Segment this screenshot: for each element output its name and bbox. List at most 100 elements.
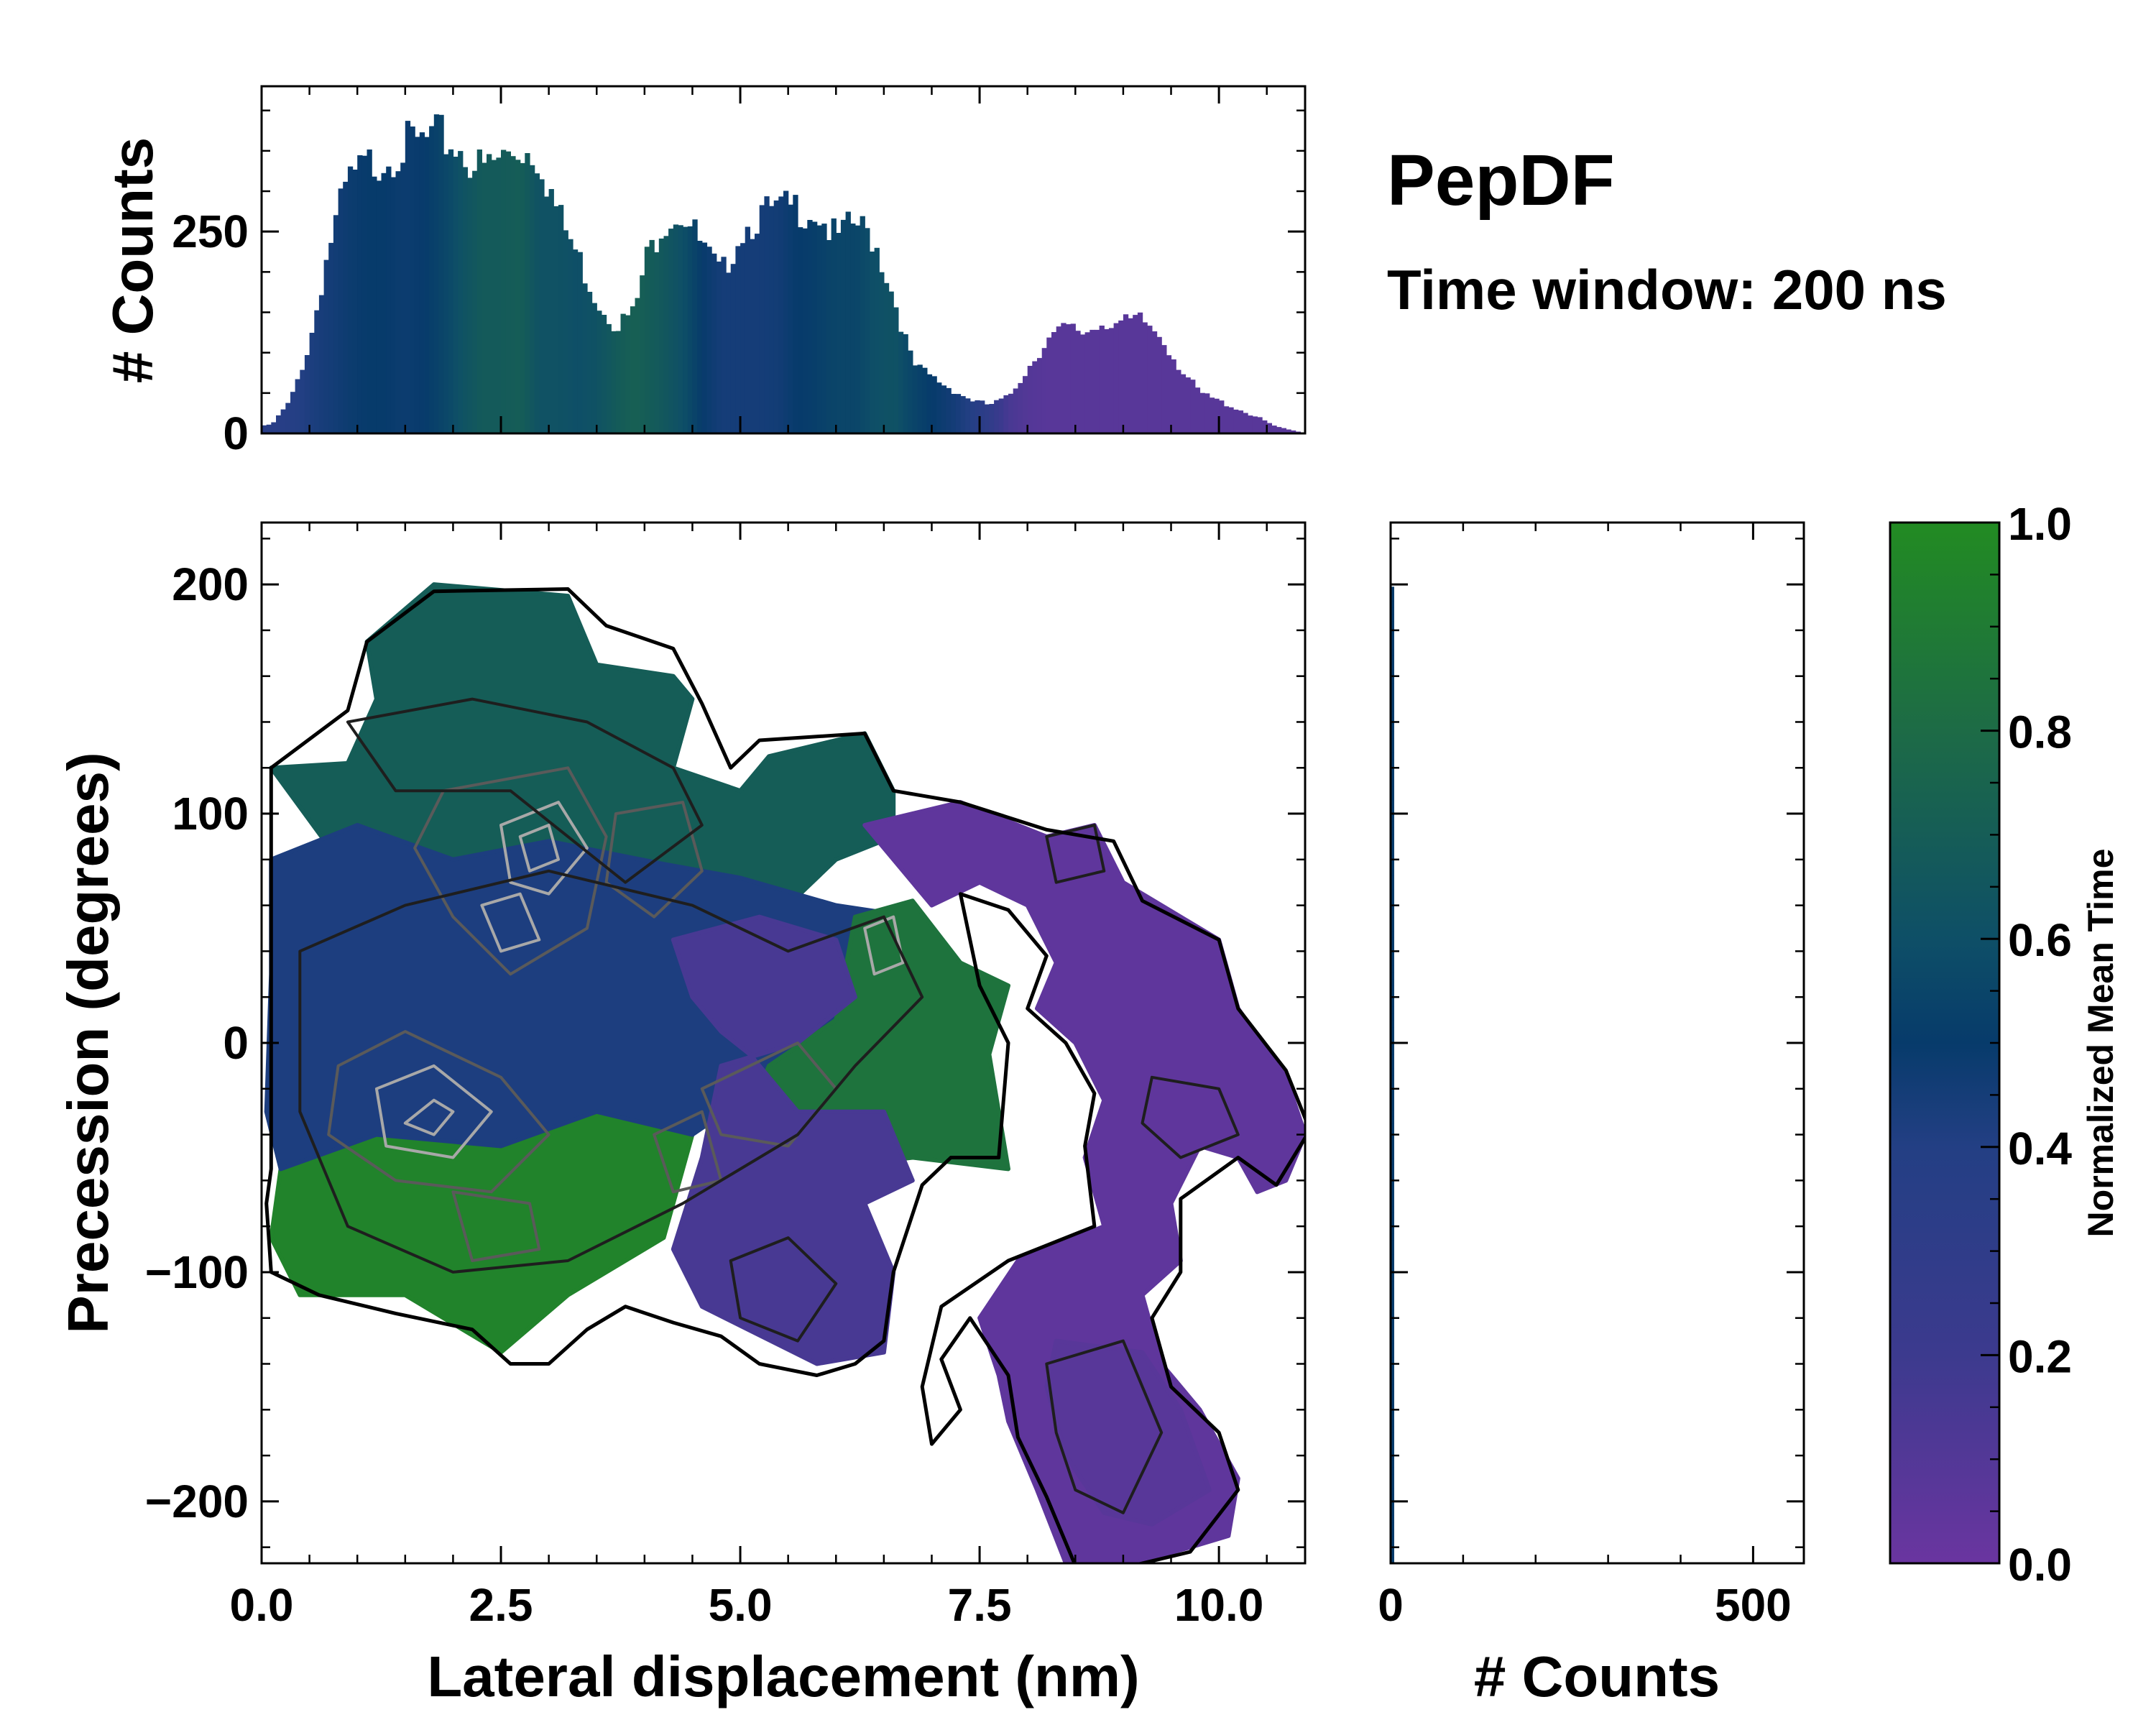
right-histogram-bar: [1391, 1213, 1394, 1220]
right-histogram-bar: [1391, 1460, 1394, 1468]
top-histogram-bar: [898, 331, 904, 433]
right-histogram-bar: [1391, 1439, 1394, 1447]
right-histogram-bar: [1391, 1542, 1394, 1550]
top-histogram-bar: [1171, 359, 1176, 433]
top-histogram-bar: [998, 398, 1004, 433]
contour-line: [518, 824, 560, 873]
right-histogram-bar: [1391, 862, 1394, 870]
top-histogram-bar: [1051, 332, 1057, 433]
right-histogram-bar: [1391, 1157, 1394, 1165]
top-histogram-bar: [280, 409, 286, 433]
right-histogram-xlabel: # Counts: [1474, 1644, 1720, 1708]
main-xtick-label: 5.0: [709, 1579, 773, 1631]
colorbar-tick-label: 1.0: [2008, 498, 2072, 550]
right-histogram-bar: [1391, 793, 1394, 801]
right-histogram-bar: [1391, 847, 1394, 856]
top-histogram-bar: [515, 160, 521, 433]
top-histogram-bar: [1257, 417, 1263, 433]
top-histogram-bar: [615, 331, 622, 433]
right-histogram-bar: [1391, 648, 1394, 656]
right-histogram-bar: [1391, 1309, 1394, 1317]
top-histogram-bar: [1066, 324, 1072, 433]
top-histogram-bar: [433, 114, 440, 433]
top-histogram-bar: [1113, 323, 1119, 433]
top-histogram-bar: [1099, 326, 1105, 433]
colorbar-tick-label: 0.8: [2008, 707, 2072, 758]
top-histogram-bar: [1199, 392, 1205, 433]
right-histogram-bar: [1391, 1412, 1394, 1420]
right-histogram-bar: [1391, 1102, 1394, 1110]
right-histogram-bar: [1391, 1453, 1394, 1461]
right-histogram-bar: [1391, 930, 1394, 938]
top-histogram-bar: [1248, 415, 1253, 433]
top-histogram-bar: [759, 205, 765, 433]
top-histogram-bar: [606, 323, 612, 433]
top-histogram-bar: [965, 398, 971, 433]
top-histogram-bar: [1037, 358, 1043, 433]
top-histogram-bar: [611, 331, 617, 433]
top-histogram-bar: [314, 310, 320, 433]
right-histogram-bar: [1391, 1432, 1394, 1440]
top-histogram-bar: [1118, 320, 1124, 433]
right-histogram-bar: [1391, 1371, 1394, 1379]
top-histogram-bar: [783, 190, 789, 433]
right-histogram-bar: [1391, 1034, 1394, 1041]
right-histogram-bar: [1391, 1294, 1394, 1302]
right-histogram-bar: [1391, 1082, 1394, 1090]
top-histogram-bar: [726, 272, 732, 433]
top-histogram-bar: [740, 243, 746, 433]
top-histogram-bar: [802, 228, 808, 433]
top-histogram-bar: [424, 137, 430, 433]
top-histogram-bar: [1089, 329, 1095, 433]
colorbar-tick-label: 0.4: [2008, 1123, 2072, 1174]
top-histogram-bar: [568, 239, 573, 433]
right-histogram-bar: [1391, 1398, 1394, 1406]
top-histogram-bar: [869, 252, 875, 433]
right-histogram-bar: [1391, 1116, 1394, 1124]
right-histogram-bar: [1391, 724, 1394, 732]
right-histogram-bar: [1391, 1529, 1394, 1537]
top-histogram-bar: [1233, 409, 1239, 433]
right-histogram-bar: [1391, 627, 1394, 635]
top-histogram-bar: [572, 249, 579, 433]
right-histogram-bar: [1391, 1047, 1394, 1055]
top-histogram-bar: [458, 151, 464, 433]
top-histogram-bar: [333, 215, 339, 433]
right-histogram-bar: [1391, 1515, 1394, 1523]
right-histogram-bar: [1391, 875, 1394, 883]
top-histogram-bar: [840, 219, 847, 433]
right-histogram-bar: [1391, 1494, 1394, 1502]
right-histogram-bar: [1391, 1357, 1394, 1365]
top-histogram-bar: [415, 137, 420, 433]
right-histogram-bar: [1391, 814, 1394, 822]
density-contours: [298, 697, 1240, 1514]
top-histogram-ticks: 0 250: [172, 86, 1305, 459]
density-outline: [264, 587, 1305, 1563]
right-histogram-bar: [1391, 868, 1394, 876]
top-histogram-bar: [701, 242, 708, 433]
right-histogram-bar: [1391, 786, 1394, 794]
chart-subtitle: Time window: 200 ns: [1387, 258, 1947, 321]
right-histogram-bar: [1391, 1535, 1394, 1543]
top-histogram-bar: [271, 422, 277, 433]
right-histogram-bar: [1391, 834, 1394, 842]
right-xtick-label: 0: [1378, 1579, 1404, 1631]
top-histogram-bar: [683, 226, 688, 433]
top-histogram-bar: [563, 230, 568, 433]
top-histogram-bar: [711, 253, 717, 433]
right-histogram-bar: [1391, 806, 1394, 814]
top-histogram-bar: [706, 247, 712, 433]
top-histogram-bar: [931, 376, 937, 433]
main-ytick-label: 100: [172, 788, 249, 840]
top-histogram-bar: [1176, 369, 1181, 433]
top-histogram-bar: [620, 313, 626, 433]
top-histogram-bar: [386, 166, 392, 433]
top-histogram-bar: [591, 303, 597, 433]
contour-line: [298, 869, 924, 1274]
right-histogram-bar: [1391, 978, 1394, 986]
top-histogram-bar: [812, 221, 818, 433]
right-histogram-bar: [1391, 1391, 1394, 1399]
right-histogram-bar: [1391, 1095, 1394, 1103]
top-histogram-bar: [1156, 336, 1162, 433]
